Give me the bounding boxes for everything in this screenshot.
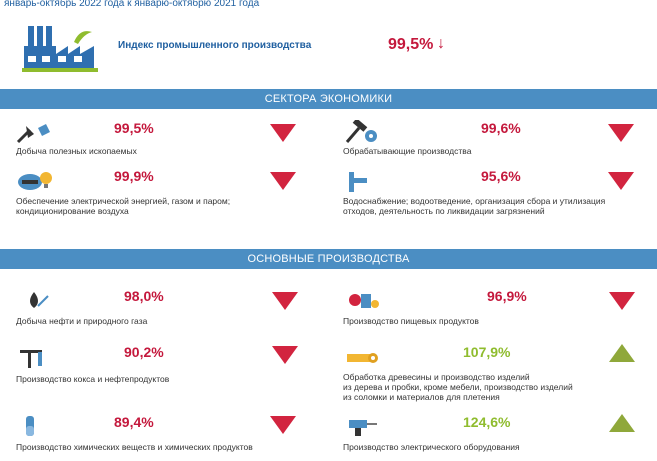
section-banner-sectors: СЕКТОРА ЭКОНОМИКИ [0, 89, 657, 109]
down-triangle-icon [609, 292, 635, 310]
headline-value: 99,5% [388, 36, 434, 53]
chemical-flask-icon [26, 416, 34, 436]
electric-drill-icon [349, 420, 377, 436]
headline-label: Индекс промышленного производства [118, 40, 312, 51]
item-value: 107,9% [463, 344, 511, 360]
item-label: Водоснабжение; водоотведение, организаци… [343, 196, 606, 206]
item-value: 96,9% [487, 288, 527, 304]
item-label: Производство пищевых продуктов [343, 316, 479, 326]
item-label: Производство химических веществ и химиче… [16, 442, 253, 452]
down-triangle-icon [270, 124, 296, 142]
down-triangle-icon [270, 416, 296, 434]
item-value: 99,9% [114, 168, 154, 184]
factory-icon [22, 26, 98, 72]
item-label-line2: кондиционирование воздуха [16, 206, 129, 216]
down-triangle-icon [608, 124, 634, 142]
down-triangle-icon [272, 346, 298, 364]
oil-pump-icon [20, 350, 42, 368]
hammer-gear-icon [345, 120, 377, 143]
gas-bulb-icon [18, 172, 52, 190]
page-subtitle: январь-октябрь 2022 года к январю-октябр… [4, 0, 260, 9]
down-triangle-icon [270, 172, 296, 190]
down-triangle-icon [608, 172, 634, 190]
down-triangle-icon [272, 292, 298, 310]
section-banner-production: ОСНОВНЫЕ ПРОИЗВОДСТВА [0, 249, 657, 269]
item-label-line3: из соломки и материалов для плетения [343, 392, 500, 402]
item-value: 95,6% [481, 168, 521, 184]
item-label: Добыча нефти и природного газа [16, 316, 148, 326]
up-triangle-icon [609, 344, 635, 362]
down-arrow-icon: ↓ [437, 35, 445, 52]
item-label: Обработка древесины и производство издел… [343, 372, 530, 382]
item-value: 89,4% [114, 414, 154, 430]
water-pipe-icon [349, 172, 367, 192]
item-label: Производство электрического оборудования [343, 442, 520, 452]
item-value: 98,0% [124, 288, 164, 304]
item-value: 99,6% [481, 120, 521, 136]
item-value: 124,6% [463, 414, 511, 430]
food-icon [349, 294, 379, 308]
item-label: Производство кокса и нефтепродуктов [16, 374, 170, 384]
item-value: 99,5% [114, 120, 154, 136]
item-label-line2: из дерева и пробки, кроме мебели, произв… [343, 382, 573, 392]
item-value: 90,2% [124, 344, 164, 360]
up-triangle-icon [609, 414, 635, 432]
oil-drop-icon [30, 292, 49, 308]
item-label: Обеспечение электрической энергией, газо… [16, 196, 231, 206]
wood-log-icon [347, 353, 378, 363]
headline-panel: Индекс промышленного производства 99,5% … [0, 18, 657, 74]
mining-shovel-icon [16, 124, 50, 144]
item-label: Добыча полезных ископаемых [16, 146, 137, 156]
item-label: Обрабатывающие производства [343, 146, 472, 156]
item-label-line2: отходов, деятельность по ликвидации загр… [343, 206, 545, 216]
